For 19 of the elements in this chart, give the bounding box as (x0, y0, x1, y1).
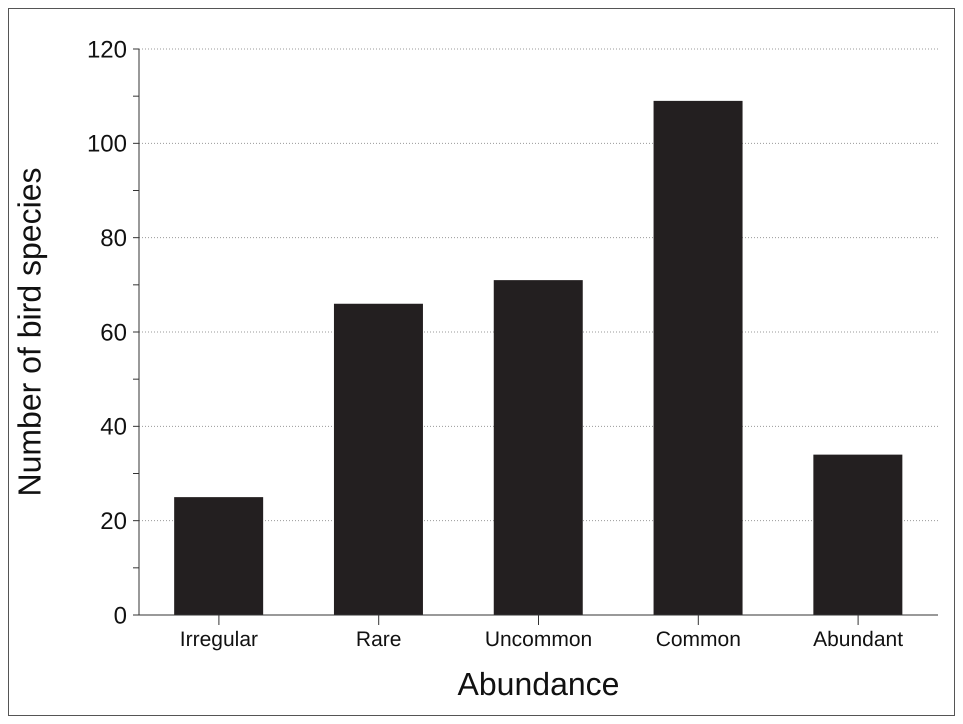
bar (654, 100, 743, 615)
bar (494, 280, 583, 615)
bar (174, 497, 264, 615)
y-tick-label: 20 (100, 508, 127, 536)
y-axis-title: Number of bird species (11, 167, 48, 497)
x-tick-label: Irregular (180, 628, 258, 651)
y-tick-label: 80 (100, 225, 127, 252)
bar (813, 454, 902, 615)
y-tick-label: 40 (100, 414, 127, 441)
x-axis-title: Abundance (458, 666, 620, 702)
y-tick-label: 120 (86, 36, 127, 64)
bar (334, 304, 423, 615)
y-tick-label: 100 (86, 130, 127, 158)
x-tick-label: Rare (356, 628, 402, 651)
x-tick-label: Abundant (813, 628, 904, 651)
y-tick-label: 60 (100, 319, 127, 346)
x-tick-label: Uncommon (484, 628, 592, 651)
x-tick-label: Common (656, 628, 741, 651)
y-tick-label: 0 (114, 602, 127, 630)
